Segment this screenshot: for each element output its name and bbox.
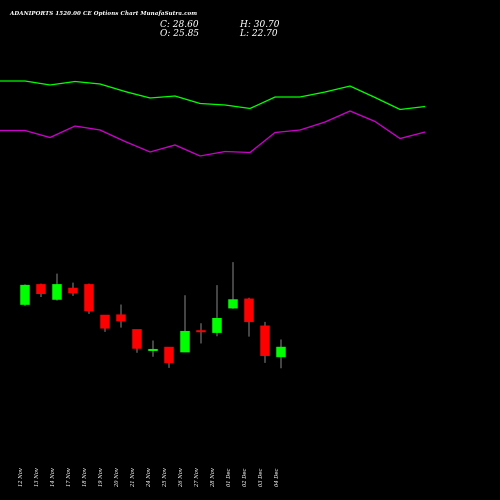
x-tick-label: 28 Nov xyxy=(210,468,216,488)
x-tick-label: 25 Nov xyxy=(162,468,168,488)
x-tick-label: 01 Dec xyxy=(226,469,232,487)
x-tick-label: 02 Dec xyxy=(242,469,248,487)
candle xyxy=(180,295,190,353)
candle xyxy=(116,304,126,328)
x-tick-label: 18 Nov xyxy=(82,468,88,487)
candle xyxy=(100,314,110,332)
x-tick-label: 17 Nov xyxy=(66,468,72,487)
candle xyxy=(148,340,158,357)
x-tick-label: 03 Dec xyxy=(258,469,264,487)
candle xyxy=(68,282,78,296)
lower-band-line xyxy=(0,110,426,157)
candle xyxy=(20,284,30,306)
x-tick-label: 27 Nov xyxy=(194,468,200,488)
candle xyxy=(196,323,206,344)
high-value: H: 30.70 xyxy=(240,20,280,30)
x-tick-label: 26 Nov xyxy=(178,468,184,488)
x-tick-label: 24 Nov xyxy=(146,468,152,488)
candle-body xyxy=(164,346,174,364)
candle-body xyxy=(148,348,158,351)
candle-body xyxy=(100,314,110,329)
x-tick-label: 20 Nov xyxy=(114,468,120,488)
candles xyxy=(20,262,286,369)
candle-body xyxy=(276,346,286,358)
candle-body xyxy=(132,329,142,349)
candle-body xyxy=(52,284,62,300)
candle xyxy=(276,339,286,369)
candle xyxy=(36,283,46,297)
candle-body xyxy=(180,330,190,353)
candle xyxy=(228,262,238,309)
candle-body xyxy=(84,284,94,312)
open-value: O: 25.85 xyxy=(160,29,200,39)
candle-body xyxy=(212,317,222,333)
candle-body xyxy=(260,325,270,356)
candle xyxy=(244,297,254,337)
x-tick-label: 21 Nov xyxy=(130,468,136,488)
candle xyxy=(260,321,270,363)
candle xyxy=(212,285,222,337)
candle-body xyxy=(20,284,30,305)
candle xyxy=(164,346,174,368)
x-tick-label: 14 Nov xyxy=(50,468,56,487)
candle-body xyxy=(116,314,126,322)
low-value: L: 22.70 xyxy=(240,29,278,39)
candle xyxy=(84,283,94,314)
candle xyxy=(132,329,142,353)
candle xyxy=(52,273,62,301)
candle-body xyxy=(36,284,46,295)
x-tick-label: 12 Nov xyxy=(18,468,24,487)
x-axis-labels: 12 Nov 13 Nov 14 Nov 17 Nov 18 Nov 19 Nov 20 N… xyxy=(18,468,280,488)
x-tick-label: 13 Nov xyxy=(34,468,40,487)
candle-body xyxy=(244,298,254,323)
x-tick-label: 19 Nov xyxy=(98,468,104,487)
candle-body xyxy=(68,287,78,294)
close-value: C: 28.60 xyxy=(160,20,199,30)
upper-band-line xyxy=(0,80,426,111)
chart-title: ADANIPORTS 1520.00 CE Options Chart Muna… xyxy=(10,11,198,17)
candle-body xyxy=(196,330,206,333)
indicator-bands xyxy=(0,80,426,157)
candle-body xyxy=(228,299,238,309)
x-tick-label: 04 Dec xyxy=(274,469,280,487)
